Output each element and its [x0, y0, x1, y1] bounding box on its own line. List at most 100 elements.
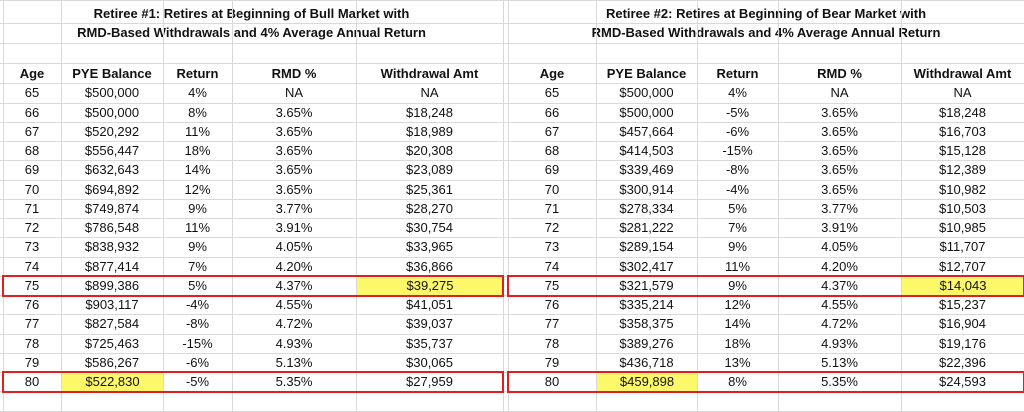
grid-line — [0, 0, 1024, 1]
table-2-cell: -6% — [725, 124, 750, 139]
table-1-cell: 5% — [188, 278, 207, 293]
table-2-cell: 74 — [544, 259, 560, 274]
table-2-cell: $10,982 — [939, 182, 986, 197]
table-1-cell: 76 — [24, 297, 40, 312]
table-2-cell: $414,503 — [619, 143, 674, 158]
table-2-cell: 4.72% — [821, 316, 858, 331]
table-2-cell: $500,000 — [619, 85, 674, 100]
table-1-cell: $903,117 — [85, 297, 139, 312]
table-1-cell: 12% — [184, 182, 211, 197]
table-2-cell: $457,664 — [619, 124, 674, 139]
table-2-cell: 4.05% — [821, 239, 858, 254]
grid-line — [0, 63, 1024, 64]
table-1-title: Retiree #1: Retires at Beginning of Bull… — [0, 4, 503, 50]
table-2-cell: 12% — [724, 297, 751, 312]
grid-line — [3, 0, 4, 411]
table-2-cell: 4.55% — [821, 297, 858, 312]
grid-line — [0, 23, 1024, 24]
table-1-cell: $18,989 — [406, 124, 453, 139]
table-2-cell: $321,579 — [619, 278, 674, 293]
table-2-cell: 76 — [544, 297, 560, 312]
table-1-cell: $500,000 — [84, 85, 140, 100]
table-1-cell: $39,275 — [357, 276, 503, 295]
table-1-cell: $20,308 — [406, 143, 453, 158]
table-2-cell: 7% — [728, 220, 747, 235]
table-1-cell: 18% — [184, 143, 211, 158]
table-2-cell: $10,503 — [939, 201, 986, 216]
table-2-cell: -15% — [722, 143, 753, 158]
table-1-cell: -6% — [185, 355, 210, 370]
table-2-cell: $500,000 — [619, 105, 674, 120]
table-1-cell: $36,866 — [406, 259, 453, 274]
table-1-cell: -4% — [185, 297, 210, 312]
table-2-cell: $358,375 — [619, 316, 674, 331]
table-1-cell: 74 — [24, 259, 40, 274]
table-1-cell: -8% — [185, 316, 210, 331]
grid-line — [901, 0, 902, 411]
table-2-cell: $281,222 — [619, 220, 674, 235]
table-2-cell: -5% — [725, 105, 750, 120]
table-1-cell: 70 — [24, 182, 40, 197]
table-1-cell: 72 — [24, 220, 40, 235]
table-2-cell: 80 — [544, 374, 560, 389]
table-2-cell: 4.93% — [821, 336, 858, 351]
table-2-cell: $300,914 — [619, 182, 674, 197]
table-1-cell: 5.35% — [275, 374, 313, 389]
table-2-cell: $18,248 — [939, 105, 986, 120]
table-2-header-cell: Return — [716, 66, 759, 81]
table-1-cell: $786,548 — [84, 220, 140, 235]
table-1-header-cell: RMD % — [271, 66, 317, 81]
table-2-cell: $14,043 — [902, 276, 1024, 295]
table-1-cell: $39,037 — [406, 316, 453, 331]
table-2-cell: $12,707 — [939, 259, 986, 274]
table-1-cell: 11% — [184, 124, 211, 139]
table-1-cell: 9% — [188, 239, 207, 254]
table-1-cell: 3.65% — [275, 162, 313, 177]
table-1-cell: $632,643 — [84, 162, 140, 177]
table-2-cell: 71 — [544, 201, 560, 216]
table-1-cell: -15% — [182, 336, 213, 351]
table-2-cell: $278,334 — [619, 201, 674, 216]
table-1-cell: 7% — [188, 259, 207, 274]
table-1-cell: $556,447 — [84, 143, 140, 158]
grid-line — [163, 0, 164, 411]
table-1-header-cell: Return — [176, 66, 219, 81]
table-2-cell: 70 — [544, 182, 560, 197]
table-2-row-highlight-box — [507, 371, 1024, 393]
table-1-header-cell: Age — [19, 66, 45, 81]
table-2-cell: NA — [953, 85, 972, 100]
table-1-cell: 68 — [24, 143, 40, 158]
table-2-cell: $22,396 — [939, 355, 986, 370]
table-1-cell: 9% — [188, 201, 207, 216]
table-1-cell: $838,932 — [84, 239, 140, 254]
table-2-cell: $10,985 — [939, 220, 986, 235]
grid-line — [0, 141, 1024, 142]
table-2-cell: $15,128 — [939, 143, 986, 158]
table-2-title-line2: RMD-Based Withdrawals and 4% Average Ann… — [591, 25, 941, 40]
table-2-cell: 73 — [544, 239, 560, 254]
grid-line — [356, 0, 357, 411]
table-1-cell: $827,584 — [84, 316, 140, 331]
table-1-cell: 8% — [188, 105, 207, 120]
table-2-header-cell: RMD % — [817, 66, 862, 81]
table-1-cell: $28,270 — [406, 201, 453, 216]
table-2-row-highlight-box — [507, 275, 1024, 297]
table-1-cell: $586,267 — [84, 355, 140, 370]
table-2-cell: 66 — [544, 105, 560, 120]
table-2-cell: -8% — [725, 162, 750, 177]
table-2-cell: 11% — [724, 259, 751, 274]
table-2-cell: 69 — [544, 162, 560, 177]
table-1-cell: 3.65% — [275, 182, 313, 197]
table-2-title: Retiree #2: Retires at Beginning of Bear… — [508, 4, 1024, 50]
table-1-cell: 71 — [24, 201, 40, 216]
table-2-cell: 14% — [724, 316, 751, 331]
table-2-cell: $19,176 — [939, 336, 986, 351]
table-2-cell: 67 — [544, 124, 560, 139]
table-2-header-cell: Withdrawal Amt — [913, 66, 1012, 81]
table-2-cell: $459,898 — [597, 372, 697, 391]
table-1-cell: $725,463 — [84, 336, 140, 351]
grid-line — [0, 43, 1024, 44]
table-1-cell: 4.93% — [275, 336, 313, 351]
table-1-cell: 66 — [24, 105, 40, 120]
